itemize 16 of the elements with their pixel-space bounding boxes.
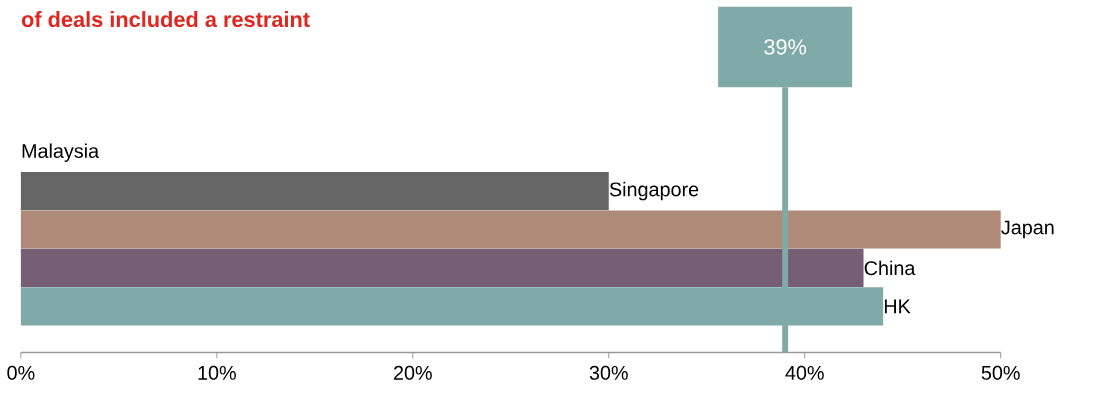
y-tick-label: Japan bbox=[1001, 220, 1054, 239]
bar bbox=[20, 210, 1001, 249]
y-tick-label: China bbox=[864, 260, 916, 276]
bar bbox=[20, 171, 609, 211]
x-tick-label: 20% bbox=[393, 365, 432, 380]
x-tick-label: 10% bbox=[198, 365, 236, 380]
x-tick-label: 0% bbox=[7, 365, 35, 380]
ref-line-label: 39% bbox=[764, 39, 807, 55]
y-tick-label: Singapore bbox=[609, 181, 699, 201]
bar bbox=[20, 248, 864, 288]
x-tick-label: 50% bbox=[981, 365, 1020, 380]
y-tick-label: HK bbox=[884, 299, 911, 314]
x-tick-label: 40% bbox=[785, 365, 824, 380]
chart-title: of deals included a restraint bbox=[21, 11, 310, 28]
y-tick-label: Malaysia bbox=[22, 143, 100, 162]
x-tick-label: 30% bbox=[589, 365, 628, 380]
